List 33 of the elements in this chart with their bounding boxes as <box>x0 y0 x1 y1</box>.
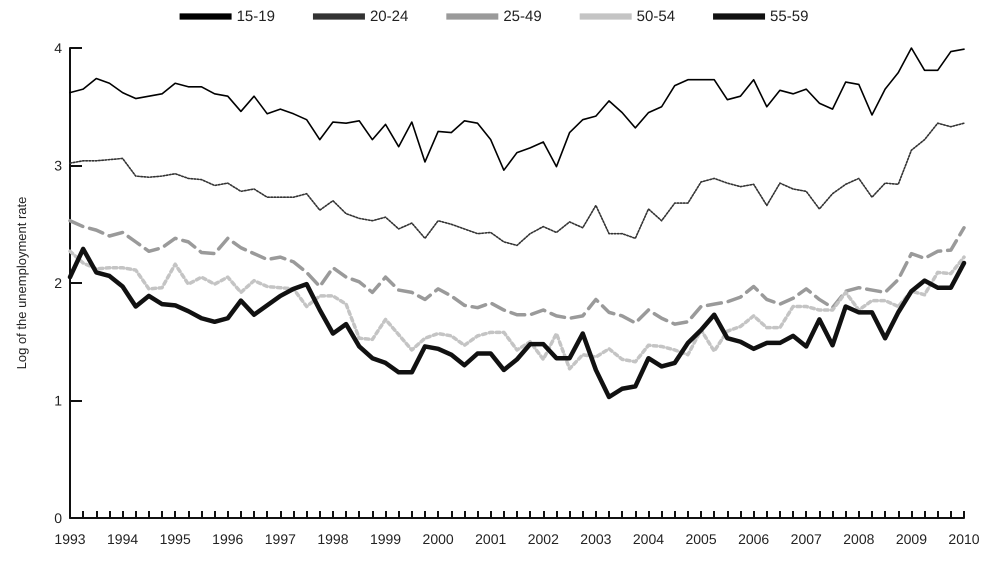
line-series <box>68 218 966 326</box>
y-tick-label: 4 <box>54 40 62 56</box>
y-axis-title: Log of the unemployment rate <box>14 196 29 370</box>
x-tick-label: 1997 <box>264 531 296 547</box>
x-tick-label: 1999 <box>370 531 402 547</box>
x-tick-label: 2004 <box>632 531 664 547</box>
x-tick-label: 1998 <box>317 531 349 547</box>
x-tick-label: 1993 <box>54 531 86 547</box>
x-tick-label: 2002 <box>528 531 560 547</box>
x-tick-label: 2010 <box>948 531 980 547</box>
y-tick-label: 1 <box>54 392 62 408</box>
legend-label: 20-24 <box>370 8 408 25</box>
x-tick-label: 2000 <box>422 531 454 547</box>
line-series <box>69 47 965 171</box>
y-tick-label: 3 <box>54 158 62 174</box>
legend-label: 15-19 <box>236 8 275 25</box>
y-tick-label: 2 <box>54 275 62 291</box>
legend-label: 25-49 <box>503 8 542 25</box>
line-series <box>69 122 965 246</box>
line-series <box>68 250 966 371</box>
x-tick-label: 2009 <box>896 531 928 547</box>
x-tick-label: 2003 <box>580 531 612 547</box>
x-tick-label: 2008 <box>843 531 875 547</box>
x-tick-label: 1994 <box>107 531 138 547</box>
x-tick-label: 2001 <box>475 531 506 547</box>
legend-label: 55-59 <box>770 8 808 25</box>
x-tick-label: 1996 <box>212 531 244 547</box>
x-tick-label: 2006 <box>738 531 770 547</box>
x-tick-label: 2007 <box>790 531 822 547</box>
x-tick-label: 2005 <box>685 531 717 547</box>
legend-label: 50-54 <box>636 8 676 25</box>
y-tick-label: 0 <box>54 510 62 526</box>
x-tick-label: 1995 <box>160 531 191 547</box>
